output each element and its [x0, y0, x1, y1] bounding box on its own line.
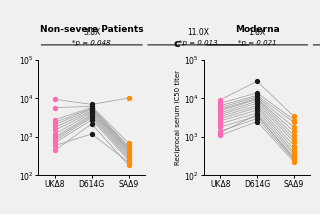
Text: 1.8X: 1.8X	[249, 28, 266, 37]
Text: *p = 0.013: *p = 0.013	[179, 40, 218, 46]
Text: 3.8X: 3.8X	[83, 28, 100, 37]
Text: c: c	[174, 39, 180, 49]
Text: *p = 0.048: *p = 0.048	[72, 40, 111, 46]
Text: 11.0X: 11.0X	[188, 28, 209, 37]
Text: *p = 0.021: *p = 0.021	[238, 40, 276, 46]
Title: Non-severe Patients: Non-severe Patients	[40, 25, 144, 34]
Title: Moderna: Moderna	[235, 25, 279, 34]
Y-axis label: Reciprocal serum IC50 titer: Reciprocal serum IC50 titer	[175, 70, 181, 165]
